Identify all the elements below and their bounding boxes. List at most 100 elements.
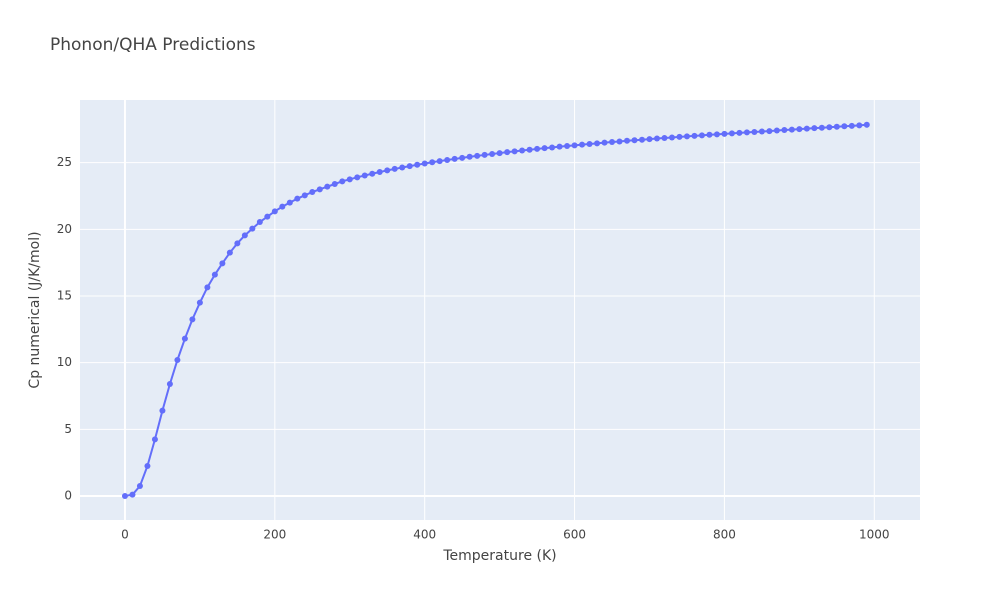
x-tick-label: 200 [263, 528, 286, 542]
data-point [174, 357, 181, 363]
data-point [466, 153, 473, 160]
data-point [863, 121, 870, 128]
data-point [676, 133, 683, 140]
data-point [189, 316, 196, 323]
data-point [219, 260, 226, 267]
y-tick-label: 5 [64, 422, 72, 436]
data-point [519, 147, 526, 154]
data-point [309, 189, 316, 195]
data-point [144, 463, 151, 469]
data-point [586, 141, 593, 147]
y-axis-label: Cp numerical (J/K/mol) [27, 231, 43, 388]
y-tick-label: 10 [57, 355, 72, 369]
data-point [249, 225, 256, 232]
data-point [818, 124, 825, 131]
data-point [234, 240, 241, 247]
data-point [136, 483, 143, 489]
data-point [601, 139, 608, 146]
data-point [743, 129, 750, 136]
data-point [549, 144, 556, 151]
data-point [211, 271, 218, 278]
data-point [833, 123, 840, 130]
y-tick-label: 0 [64, 489, 72, 503]
data-point [301, 192, 308, 199]
data-point [429, 159, 436, 166]
data-point [421, 160, 428, 167]
y-tick-label: 25 [57, 155, 72, 169]
data-point [346, 176, 353, 183]
data-point [811, 125, 818, 132]
data-point [204, 284, 211, 291]
data-point [541, 145, 548, 152]
data-point [526, 146, 533, 153]
data-point [721, 130, 728, 137]
data-point [653, 135, 660, 142]
data-point [691, 132, 698, 139]
data-point [414, 161, 421, 168]
x-tick-label: 1000 [859, 528, 890, 542]
data-point [481, 151, 488, 158]
x-tick-label: 0 [121, 528, 129, 542]
data-point [638, 136, 645, 143]
data-point [781, 127, 788, 133]
data-point [324, 183, 331, 190]
data-point [399, 164, 406, 171]
data-point [579, 141, 586, 148]
data-point [369, 170, 376, 177]
data-point [384, 167, 391, 174]
data-point [196, 299, 203, 306]
data-point [151, 436, 158, 443]
data-point [436, 158, 443, 165]
data-point [668, 134, 675, 141]
data-point [129, 491, 136, 498]
data-point [624, 137, 631, 144]
data-point [571, 142, 578, 149]
data-point [339, 178, 346, 185]
data-point [121, 493, 128, 499]
data-point [616, 138, 623, 145]
data-point [504, 149, 511, 156]
data-point [856, 122, 863, 129]
data-point [271, 208, 278, 215]
data-point [841, 123, 848, 130]
data-point [594, 140, 601, 147]
data-point [316, 186, 323, 193]
data-point [803, 125, 810, 132]
data-point [181, 335, 188, 342]
plot-area [80, 100, 920, 520]
data-point [706, 131, 713, 138]
y-tick-label: 15 [57, 289, 72, 303]
data-point [796, 126, 803, 133]
data-point [286, 199, 293, 206]
data-point [661, 135, 668, 141]
data-point [226, 249, 233, 256]
data-point [279, 203, 286, 210]
data-point [159, 407, 166, 414]
data-point [256, 219, 263, 225]
data-point [683, 133, 690, 140]
data-point [788, 126, 795, 133]
data-point [474, 152, 481, 159]
data-point [489, 151, 496, 157]
data-point [826, 124, 833, 131]
series-line [124, 123, 867, 497]
data-point [406, 163, 413, 170]
data-point [534, 145, 541, 152]
data-point [766, 128, 773, 135]
data-point [496, 150, 503, 157]
data-point [631, 137, 638, 144]
data-point [264, 213, 271, 220]
data-point [773, 127, 780, 134]
x-tick-label: 400 [413, 528, 436, 542]
data-point [511, 148, 518, 155]
y-tick-label: 20 [57, 222, 72, 236]
data-point [459, 154, 466, 161]
data-point [751, 129, 758, 135]
data-point [331, 181, 338, 187]
data-point [736, 129, 743, 136]
data-point [646, 136, 653, 143]
data-point [166, 381, 173, 387]
data-point [728, 130, 735, 137]
